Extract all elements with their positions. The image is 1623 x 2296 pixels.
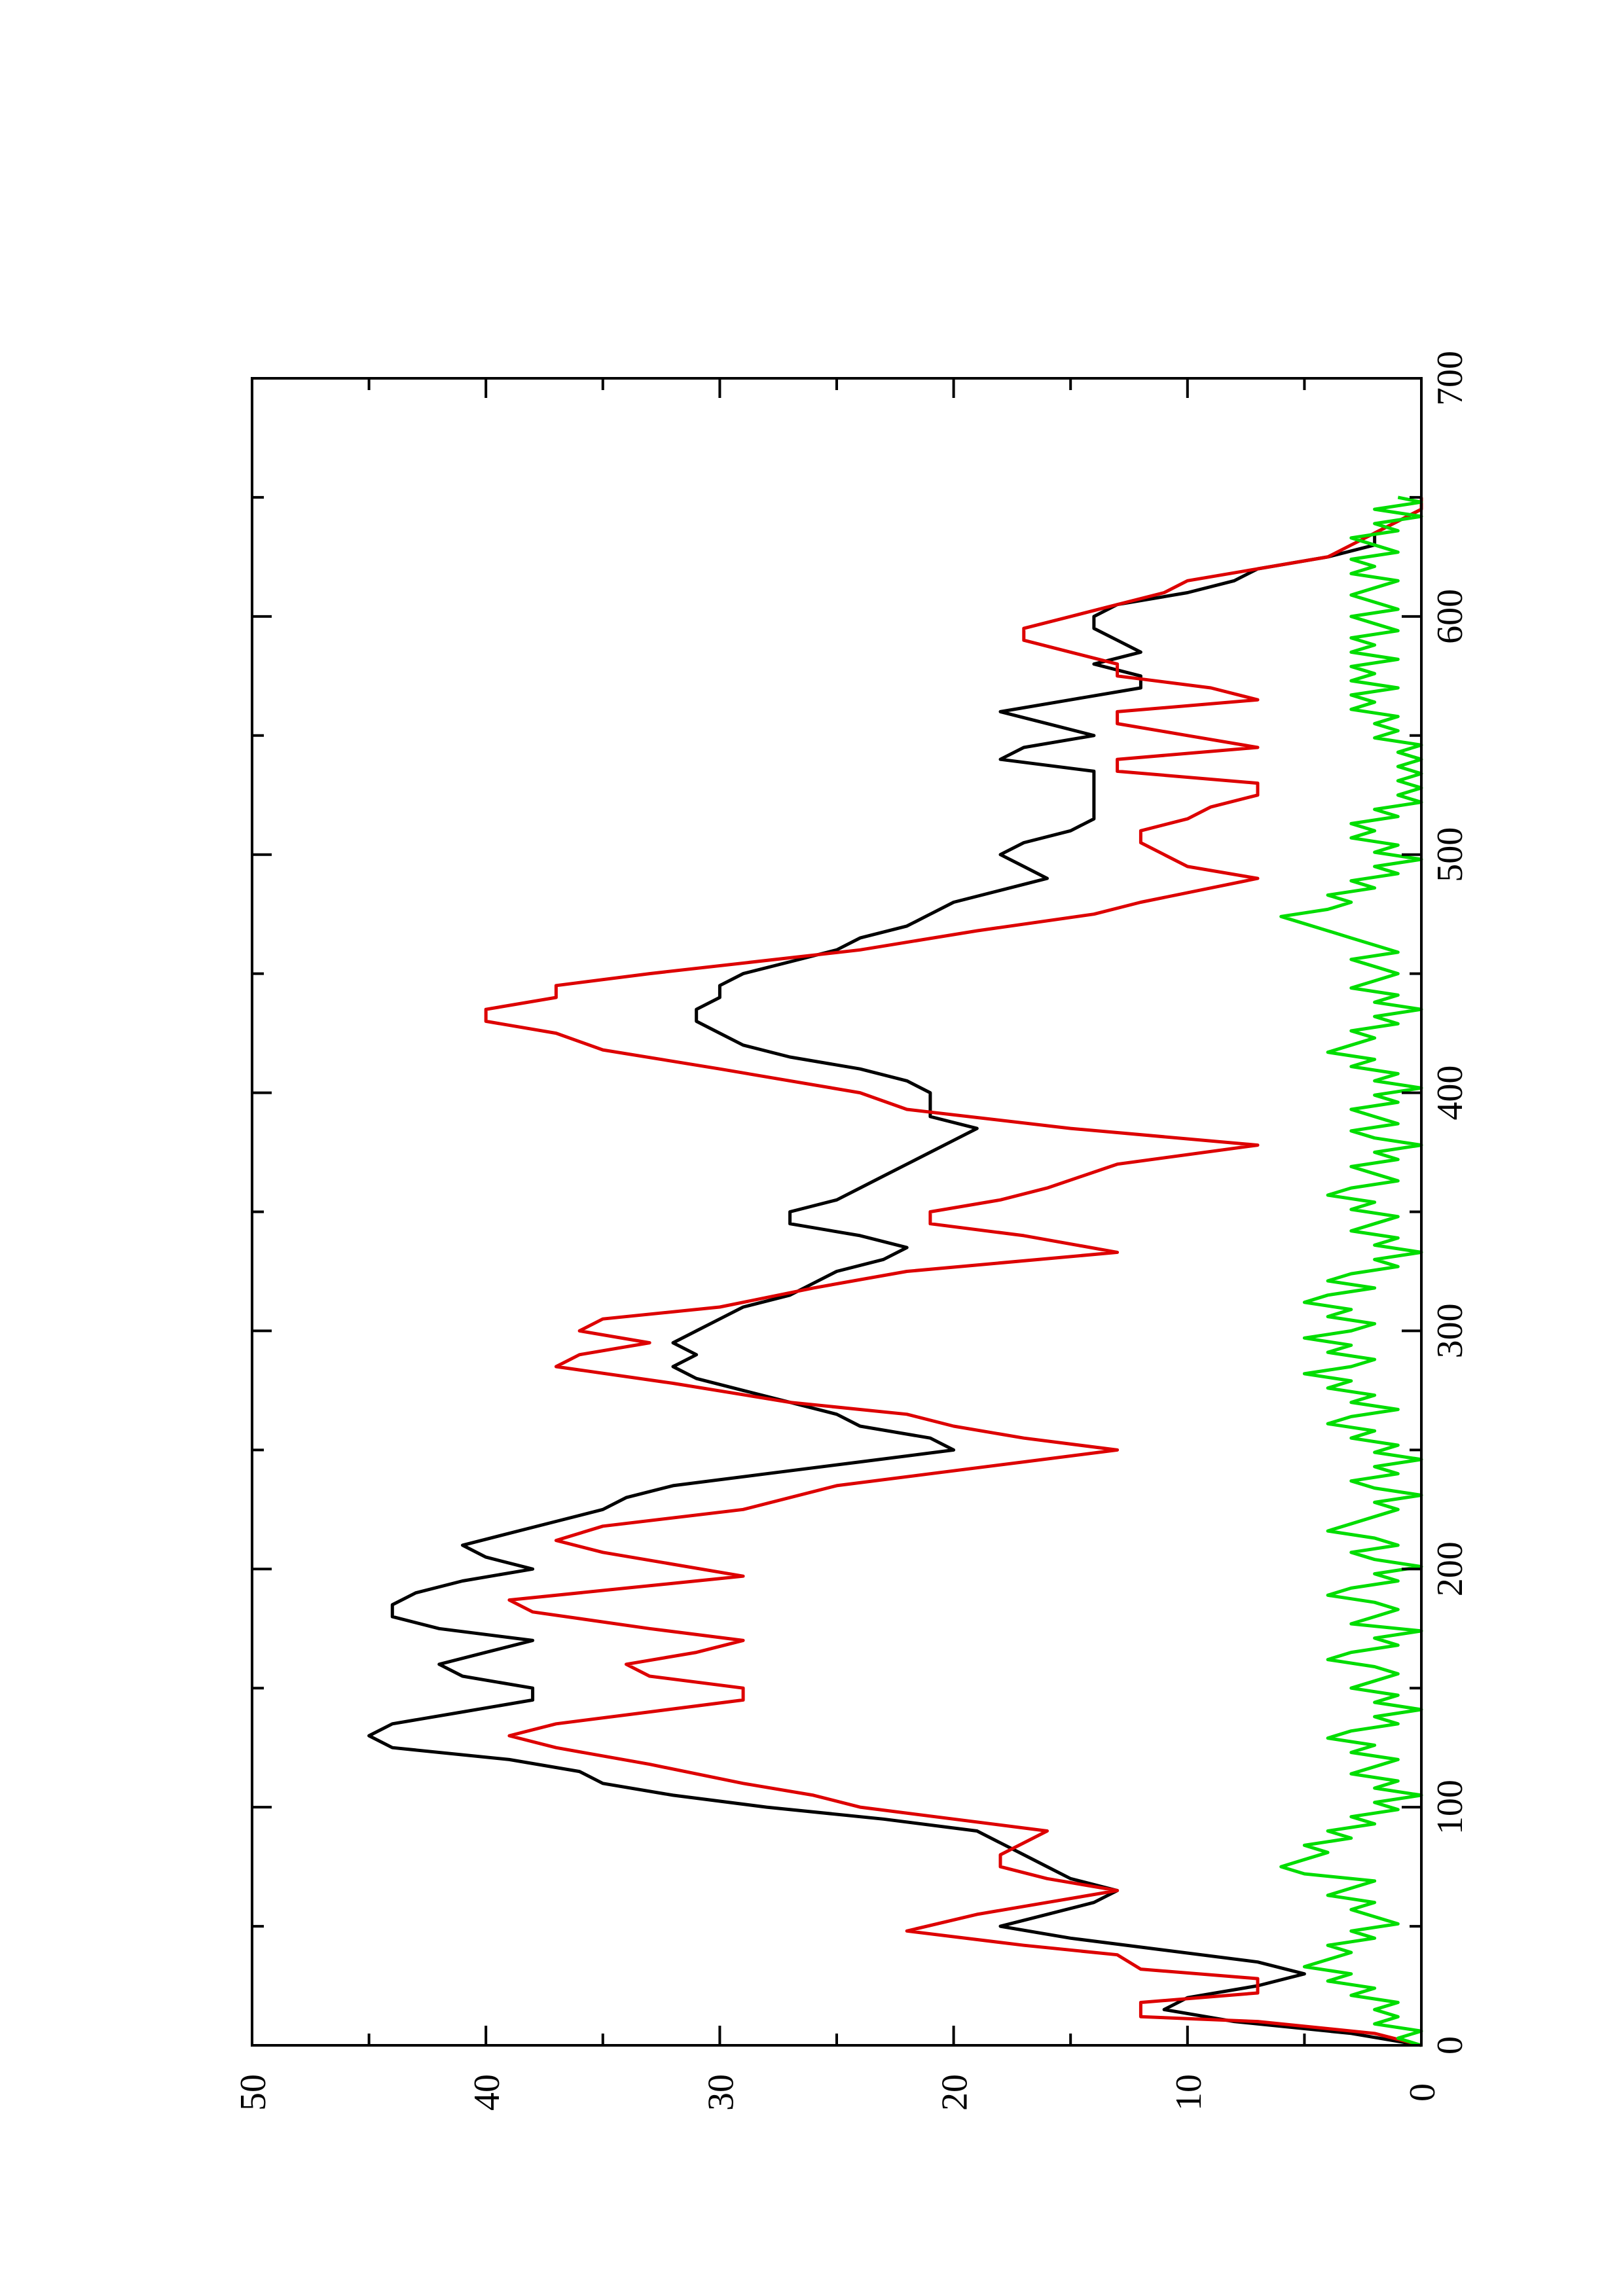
x-tick-label: 100 [1430,1780,1470,1835]
x-tick-label: 400 [1430,1066,1470,1121]
x-tick-label: 600 [1430,589,1470,644]
y-tick-label: 30 [701,2074,741,2111]
y-tick-label: 50 [233,2074,274,2111]
series-line-2 [484,497,1423,2047]
series-layer [367,495,1423,2047]
x-tick-label: 300 [1430,1303,1470,1358]
labels-layer: 0 100 200 300 400 500 600 700 0 10 20 30 40 50 [233,351,1470,2111]
y-tick-label: 40 [467,2074,507,2111]
y-tick-label: 10 [1169,2074,1209,2111]
x-tick-label: 500 [1430,827,1470,882]
x-tick-label: 0 [1430,2036,1470,2054]
ticks-layer [251,377,1423,2047]
plot-frame [251,377,1423,2047]
series-line-3 [1279,495,1423,2047]
x-tick-label: 200 [1430,1541,1470,1596]
x-tick-label: 700 [1430,351,1470,406]
series-line-1 [367,507,1423,2047]
y-tick-label: 20 [935,2074,976,2111]
y-tick-label: 0 [1402,2083,1443,2102]
